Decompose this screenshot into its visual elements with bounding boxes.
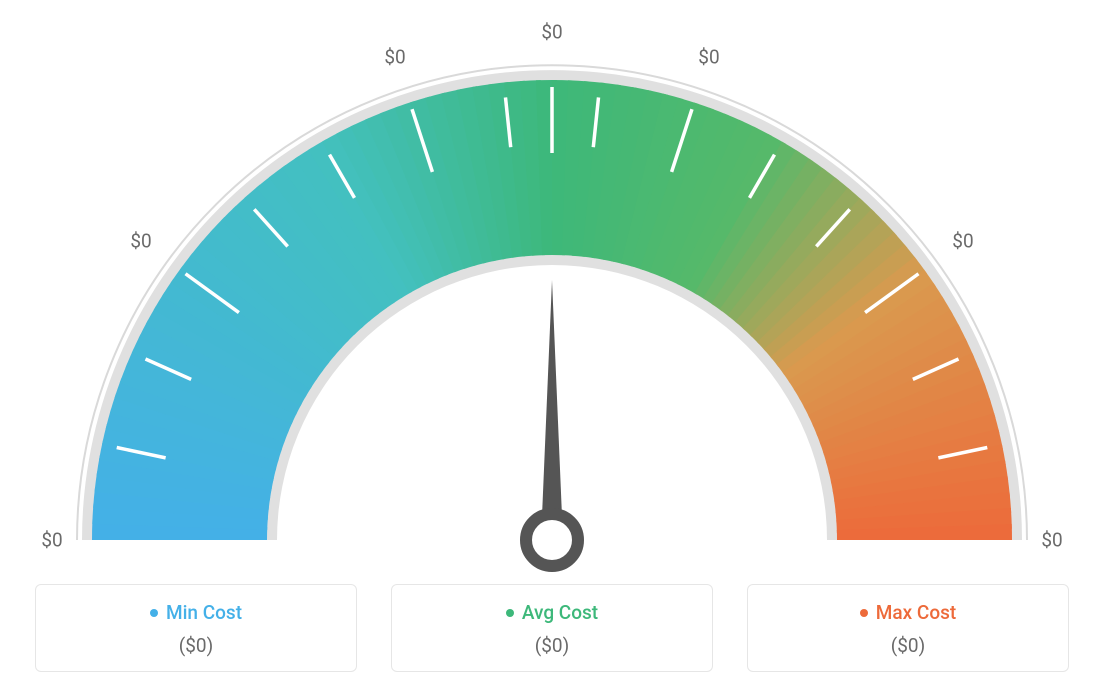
legend-dot-icon	[506, 609, 514, 617]
legend-value: ($0)	[758, 634, 1058, 657]
legend-label: Min Cost	[166, 601, 242, 624]
gauge-tick-label: $0	[384, 45, 405, 68]
gauge-svg	[52, 0, 1052, 580]
gauge-tick-label: $0	[952, 230, 973, 253]
legend-title: Min Cost	[150, 601, 242, 624]
legend-card: Max Cost ($0)	[747, 584, 1069, 672]
legend-title: Max Cost	[860, 601, 956, 624]
legend-dot-icon	[860, 609, 868, 617]
gauge-needle-hub	[526, 514, 578, 566]
gauge-tick-label: $0	[1041, 529, 1062, 552]
legend-label: Max Cost	[876, 601, 956, 624]
legend-dot-icon	[150, 609, 158, 617]
gauge-container: $0$0$0$0$0$0$0	[52, 0, 1052, 560]
legend-card: Min Cost ($0)	[35, 584, 357, 672]
legend-value: ($0)	[402, 634, 702, 657]
legend-value: ($0)	[46, 634, 346, 657]
gauge-needle	[541, 280, 563, 540]
gauge-tick-label: $0	[698, 45, 719, 68]
legend-title: Avg Cost	[506, 601, 598, 624]
legend-label: Avg Cost	[522, 601, 598, 624]
gauge-tick-label: $0	[130, 230, 151, 253]
legend-row: Min Cost ($0) Avg Cost ($0) Max Cost ($0)	[35, 584, 1069, 672]
legend-card: Avg Cost ($0)	[391, 584, 713, 672]
gauge-tick-label: $0	[541, 21, 562, 44]
gauge-tick-label: $0	[41, 529, 62, 552]
